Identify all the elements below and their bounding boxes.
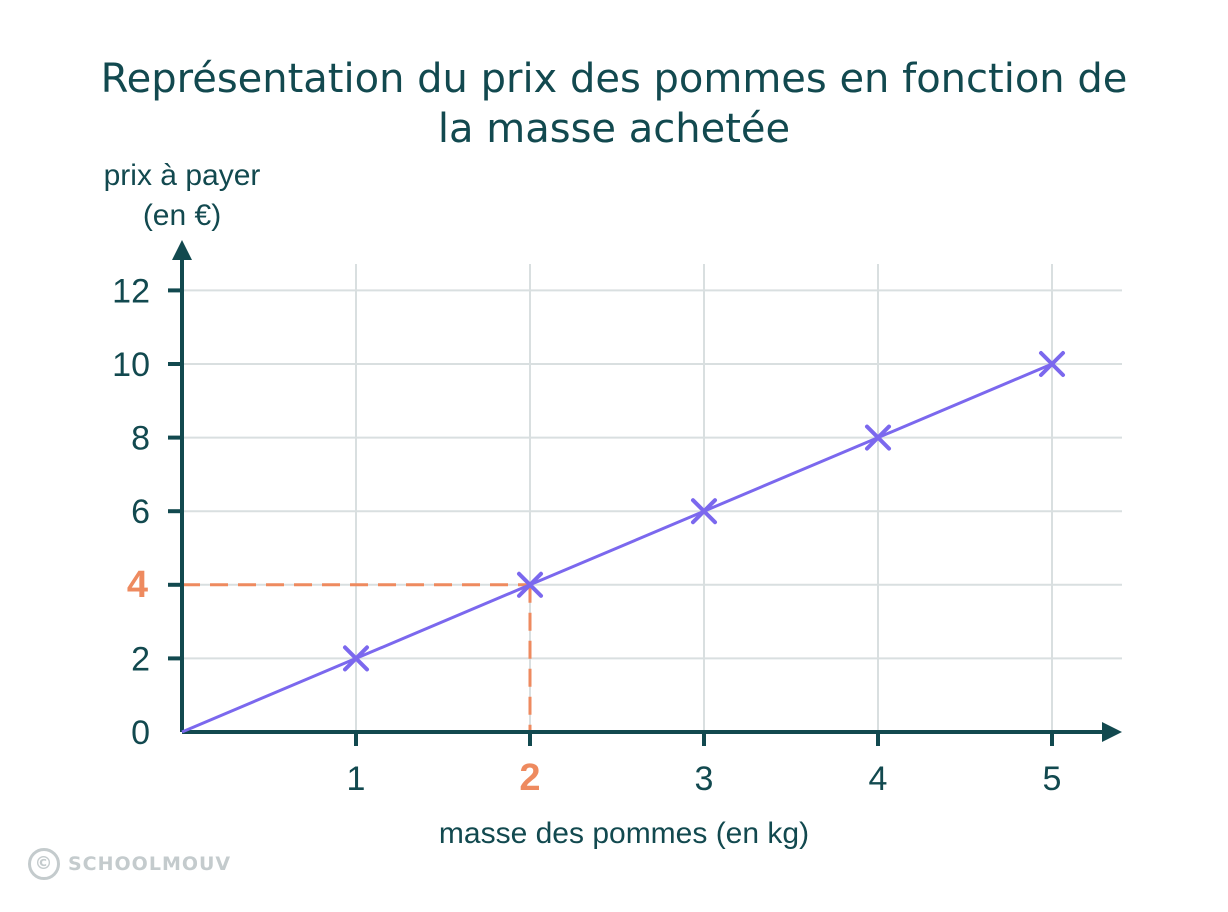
y-tick-label: 0 <box>131 714 150 752</box>
x-tick-label: 4 <box>869 760 888 798</box>
x-axis-label: masse des pommes (en kg) <box>438 817 810 850</box>
y-axis-label: prix à payer (en €) <box>62 156 302 236</box>
data-point-marker <box>1039 351 1065 377</box>
y-tick-label: 2 <box>131 640 150 678</box>
data-point-marker <box>517 571 543 598</box>
y-tick-label: 12 <box>112 272 150 310</box>
copyright-icon: © <box>28 848 60 880</box>
data-point-marker <box>343 645 369 672</box>
watermark-text: SCHOOLMOUV <box>68 853 232 875</box>
marker-stroke <box>517 571 543 598</box>
marker-stroke <box>1039 351 1065 377</box>
y-axis-arrow <box>172 240 192 260</box>
x-tick-label: 1 <box>347 760 366 798</box>
y-axis-label-line2: (en €) <box>142 199 222 232</box>
chart-title-line2: la masse achetée <box>437 106 791 152</box>
data-point-marker <box>691 498 717 525</box>
watermark: © SCHOOLMOUV <box>28 846 231 882</box>
y-tick-label: 6 <box>131 493 150 531</box>
y-axis-label-line1: prix à payer <box>103 159 261 192</box>
series-line <box>181 362 1053 734</box>
chart-title-line1: Représentation du prix des pommes en fon… <box>100 56 1128 102</box>
marker-stroke <box>865 424 891 451</box>
x-tick-label: 2 <box>519 757 540 799</box>
x-tick-label: 3 <box>695 760 714 798</box>
chart-title: Représentation du prix des pommes en fon… <box>64 54 1164 154</box>
data-point-marker <box>865 424 891 451</box>
x-axis-arrow <box>1102 722 1122 742</box>
marker-stroke <box>691 498 717 525</box>
y-tick-label: 10 <box>112 346 150 384</box>
y-tick-label: 8 <box>131 420 150 458</box>
y-tick-label: 4 <box>127 564 148 606</box>
marker-stroke <box>343 645 369 672</box>
x-tick-label: 5 <box>1043 760 1062 798</box>
